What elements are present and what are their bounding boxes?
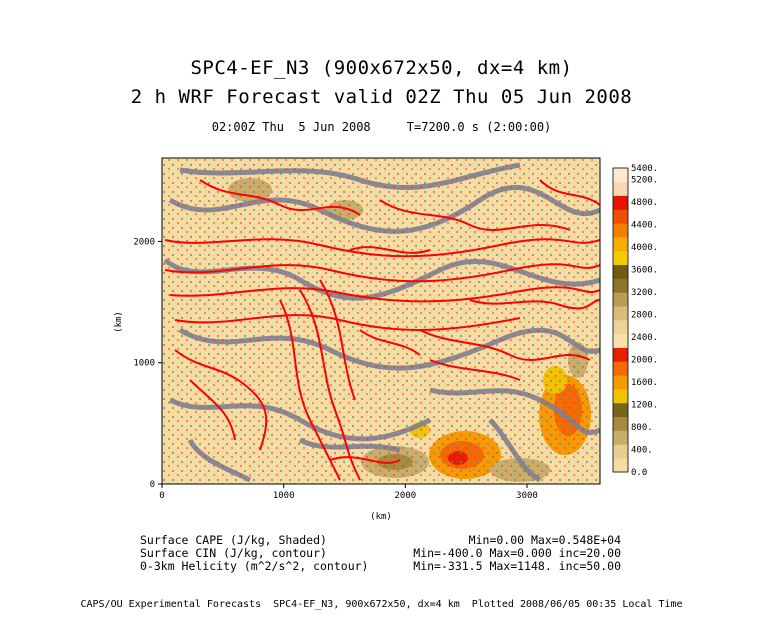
colorbar-swatch: [613, 402, 628, 418]
colorbar-swatch: [613, 168, 628, 183]
colorbar-label: 2800.: [631, 310, 658, 320]
y-tick-label: 1000: [133, 359, 155, 369]
colorbar-swatch: [613, 250, 628, 266]
colorbar-swatch: [613, 361, 628, 376]
plot-field: [162, 158, 600, 484]
colorbar-label: 1200.: [631, 400, 658, 410]
colorbar-swatch: [613, 181, 628, 196]
x-tick-label: 1000: [273, 491, 295, 501]
colorbar-swatch: [613, 430, 628, 445]
y-tick-label: 0: [150, 480, 155, 490]
colorbar-swatch: [613, 347, 628, 362]
colorbar-swatch: [613, 278, 628, 293]
colorbar-swatch: [613, 292, 628, 307]
plot-credit: CAPS/OU Experimental Forecasts SPC4-EF_N…: [80, 599, 683, 610]
y-axis: 0 1000 2000: [133, 237, 162, 490]
colorbar-swatch: [613, 306, 628, 321]
cin-stats: Min=-400.0 Max=0.000 inc=20.00: [413, 546, 621, 560]
colorbar: [612, 167, 629, 473]
colorbar-label: 5200.: [631, 175, 658, 185]
chart-title-valid-time: 2 h WRF Forecast valid 02Z Thu 05 Jun 20…: [130, 86, 633, 108]
y-tick-label: 2000: [133, 237, 155, 247]
colorbar-label: 800.: [631, 423, 653, 433]
chart-subtitle-time: 02:00Z Thu 5 Jun 2008 T=7200.0 s (2:00:0…: [211, 120, 552, 134]
colorbar-label: 1600.: [631, 378, 658, 388]
colorbar-label: 3200.: [631, 288, 658, 298]
plot-frame: [161, 157, 601, 485]
colorbar-label: 2400.: [631, 333, 658, 343]
colorbar-label: 4400.: [631, 220, 658, 230]
colorbar-label: 400.: [631, 445, 653, 455]
colorbar-swatch: [613, 333, 628, 348]
helicity-legend-text: 0-3km Helicity (m^2/s^2, contour): [140, 559, 369, 573]
colorbar-swatch: [613, 223, 628, 238]
cape-stats: Min=0.00 Max=0.548E+04: [468, 533, 621, 547]
x-axis: 0 1000 2000 3000: [159, 484, 538, 501]
x-axis-label: (km): [370, 512, 392, 522]
colorbar-swatch: [613, 458, 628, 473]
colorbar-labels: 5400.5200. 4800. 4400. 4000. 3600. 3200. 2800.…: [631, 164, 658, 478]
colorbar-swatch: [613, 416, 628, 431]
colorbar-label: 4000.: [631, 243, 658, 253]
colorbar-swatch: [613, 209, 628, 224]
y-axis-label: (km): [114, 311, 124, 333]
x-tick-label: 2000: [394, 491, 416, 501]
cape-legend-text: Surface CAPE (J/kg, Shaded): [140, 533, 327, 547]
colorbar-swatch: [613, 320, 628, 335]
colorbar-swatch: [613, 375, 628, 390]
x-tick-label: 3000: [516, 491, 538, 501]
colorbar-frame: [612, 167, 629, 473]
x-tick-label: 0: [159, 491, 164, 501]
colorbar-label: 5400.: [631, 164, 658, 174]
colorbar-swatch: [613, 264, 628, 279]
cin-legend-text: Surface CIN (J/kg, contour): [140, 546, 327, 560]
colorbar-swatch: [613, 237, 628, 252]
colorbar-label: 4800.: [631, 198, 658, 208]
helicity-contours: [164, 179, 600, 481]
colorbar-label: 2000.: [631, 355, 658, 365]
colorbar-label: 3600.: [631, 265, 658, 275]
colorbar-label: 0.0: [631, 468, 647, 478]
colorbar-swatch: [613, 389, 628, 404]
helicity-stats: Min=-331.5 Max=1148. inc=50.00: [413, 559, 621, 573]
colorbar-swatch: [613, 195, 628, 210]
chart-title: SPC4-EF_N3 (900x672x50, dx=4 km): [190, 57, 573, 79]
colorbar-swatch: [613, 444, 628, 459]
